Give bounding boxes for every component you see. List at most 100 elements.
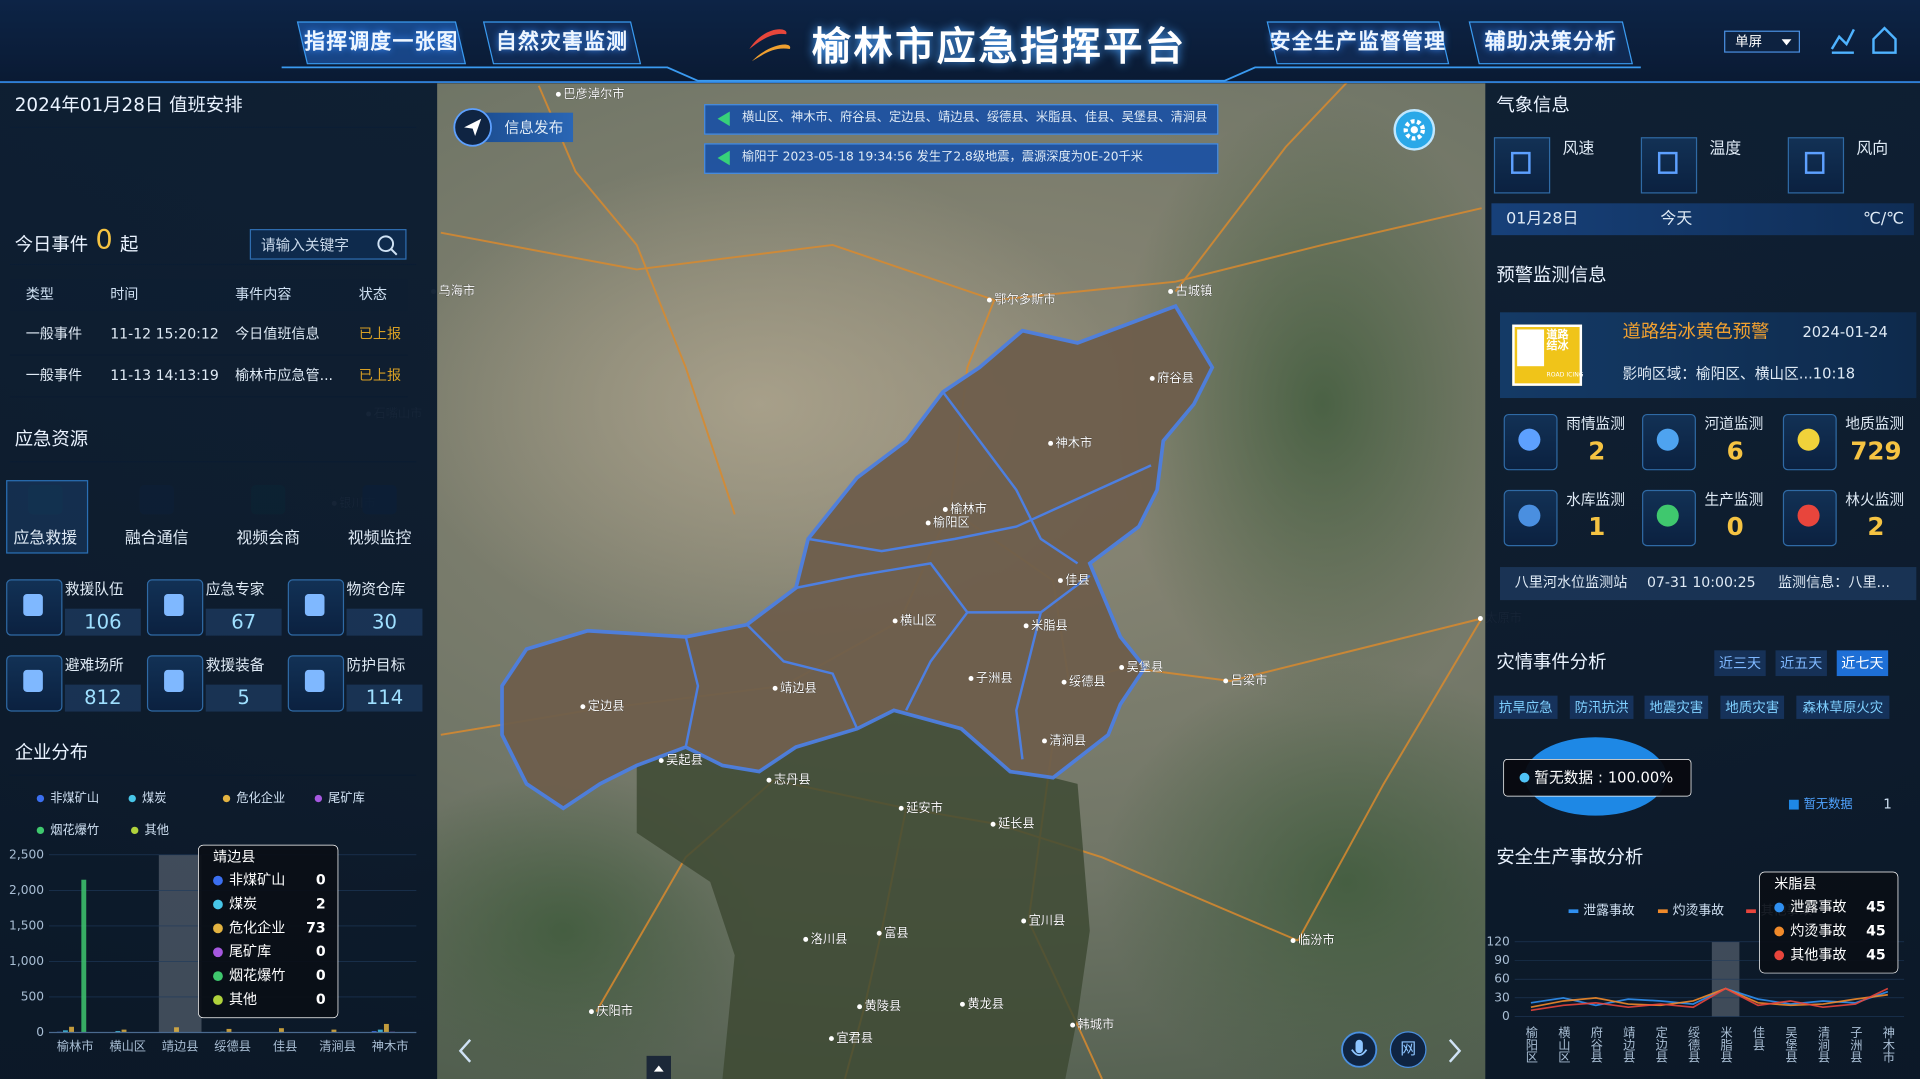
map-label: 定边县	[588, 698, 625, 713]
weather-item: 风向	[1856, 140, 1889, 159]
station-bar	[1500, 567, 1917, 601]
header-accent	[281, 66, 1641, 82]
resource-tab[interactable]: 视频监控	[347, 529, 412, 549]
map-dot	[1477, 616, 1483, 621]
map-label: 韩城市	[1078, 1017, 1115, 1032]
duty-title: 2024年01月28日 值班安排	[15, 96, 243, 114]
enterprise-title: 企业分布	[14, 741, 89, 764]
resource-tab[interactable]: 视频会商	[236, 529, 301, 549]
map-dot	[658, 758, 664, 764]
map-label: 横山区	[900, 613, 937, 627]
stat-label: 应急专家	[205, 580, 265, 598]
notice[interactable]	[704, 104, 1219, 135]
map-dot	[1057, 578, 1063, 583]
weather-icon	[1493, 137, 1551, 194]
nav-tab[interactable]: 自然灾害监测	[495, 30, 629, 55]
search-icon[interactable]	[375, 233, 399, 257]
header-bar	[0, 0, 1920, 84]
nav-tab[interactable]: 辅助决策分析	[1484, 30, 1617, 55]
alert-date: 2024-01-24	[1802, 323, 1888, 341]
notice-icon	[717, 150, 730, 166]
table-cell: 一般事件	[25, 324, 83, 343]
map-dot	[766, 777, 772, 783]
network-button[interactable]: 网	[1389, 1031, 1427, 1068]
header-icons[interactable]	[1824, 22, 1910, 59]
alert-icon-figure	[1517, 329, 1545, 367]
map-dot	[555, 91, 561, 97]
map-label: 吴起县	[666, 753, 703, 767]
notice-text: 横山区、神木市、府谷县、定边县、靖边县、绥德县、米脂县、佳县、吴堡县、清涧县	[742, 111, 1208, 125]
nav-tab[interactable]: 安全生产监督管理	[1269, 30, 1447, 55]
monitor-icon	[1518, 428, 1541, 451]
disaster-title: 灾情事件分析	[1496, 650, 1607, 673]
map-label: 宜川县	[1029, 913, 1066, 928]
select-caret	[1781, 39, 1792, 46]
stat-value-strip	[346, 684, 423, 712]
weather-title: 气象信息	[1496, 93, 1570, 116]
alert-name: 道路结冰黄色预警	[1622, 320, 1770, 343]
resource-tab-active[interactable]	[6, 480, 89, 554]
map-dot	[1021, 918, 1027, 924]
table-cell: 已上报	[358, 366, 402, 384]
nav-tab-bg	[1468, 21, 1634, 65]
resources-title: 应急资源	[14, 428, 89, 451]
next-arrow[interactable]	[1445, 1036, 1465, 1065]
notice-text: 榆阳于 2023-05-18 19:34:56 发生了2.8级地震，震源深度为0…	[742, 150, 1144, 165]
nav-tab[interactable]: 指挥调度一张图	[304, 30, 459, 55]
map-terrain	[1114, 97, 1531, 711]
map-dot	[1048, 440, 1054, 446]
monitor-icon	[1518, 504, 1541, 527]
alert-icon: 道路结冰 ROAD ICING	[1512, 324, 1584, 386]
map-dot	[1042, 738, 1047, 744]
map-dot	[803, 936, 809, 942]
map-dot	[876, 930, 882, 936]
duty-title-text: 2024年01月28日 值班安排	[14, 93, 243, 116]
pie-tooltip: 暂无数据100.00%	[1534, 769, 1673, 786]
weather-bar	[1491, 203, 1914, 236]
prev-arrow[interactable]	[456, 1036, 476, 1065]
map-dot	[942, 507, 948, 512]
stat-value-strip	[205, 608, 282, 636]
map-label: 洛川县	[811, 931, 848, 946]
events-unit: 起	[120, 233, 139, 256]
events-count: 0	[95, 225, 113, 256]
stat-label: 物资仓库	[346, 580, 406, 598]
map-dot	[580, 704, 586, 710]
table-header: 时间	[110, 285, 139, 303]
table-header: 类型	[25, 285, 54, 303]
map-dot	[892, 618, 898, 624]
map-dot	[857, 1004, 863, 1010]
map-label: 延安市	[906, 800, 943, 815]
map-label: 延长县	[998, 817, 1035, 831]
map-dot	[1149, 375, 1155, 381]
mic-button[interactable]	[1340, 1030, 1379, 1069]
settings-button[interactable]	[1392, 108, 1436, 152]
map-label: 鄂尔多斯市	[994, 292, 1055, 307]
resource-tab[interactable]: 融合通信	[124, 529, 189, 549]
monitor-value: 729	[1850, 436, 1902, 466]
map-label: 清涧县	[1049, 733, 1086, 747]
resource-tab[interactable]: 应急救援	[13, 529, 78, 549]
station-time: 07-31 10:00:25	[1646, 573, 1756, 591]
stat-icon	[23, 669, 43, 692]
weather-icon-glyph	[1804, 151, 1825, 174]
collapse-button[interactable]	[646, 1055, 672, 1079]
map-dot	[986, 297, 992, 303]
search-box[interactable]: 请输入关键字	[249, 229, 407, 260]
map-dot	[968, 676, 974, 681]
weather-item: 风速	[1562, 140, 1595, 159]
notice[interactable]	[704, 143, 1219, 174]
table-cell: 今日值班信息	[235, 324, 320, 343]
monitor-icon	[1656, 428, 1679, 451]
screen-select[interactable]: 单屏	[1724, 30, 1801, 53]
weather-day: 今天	[1660, 210, 1693, 229]
map-label: 吴堡县	[1127, 659, 1164, 674]
stat-label: 救援装备	[205, 656, 265, 674]
monitor-label: 水库监测	[1566, 491, 1625, 509]
map-dot	[990, 821, 996, 827]
map-label: 绥德县	[1069, 674, 1106, 689]
table-cell: 榆林市应急管...	[235, 366, 334, 384]
nav-tab-bg	[296, 21, 467, 65]
monitor-icon	[1656, 504, 1679, 527]
